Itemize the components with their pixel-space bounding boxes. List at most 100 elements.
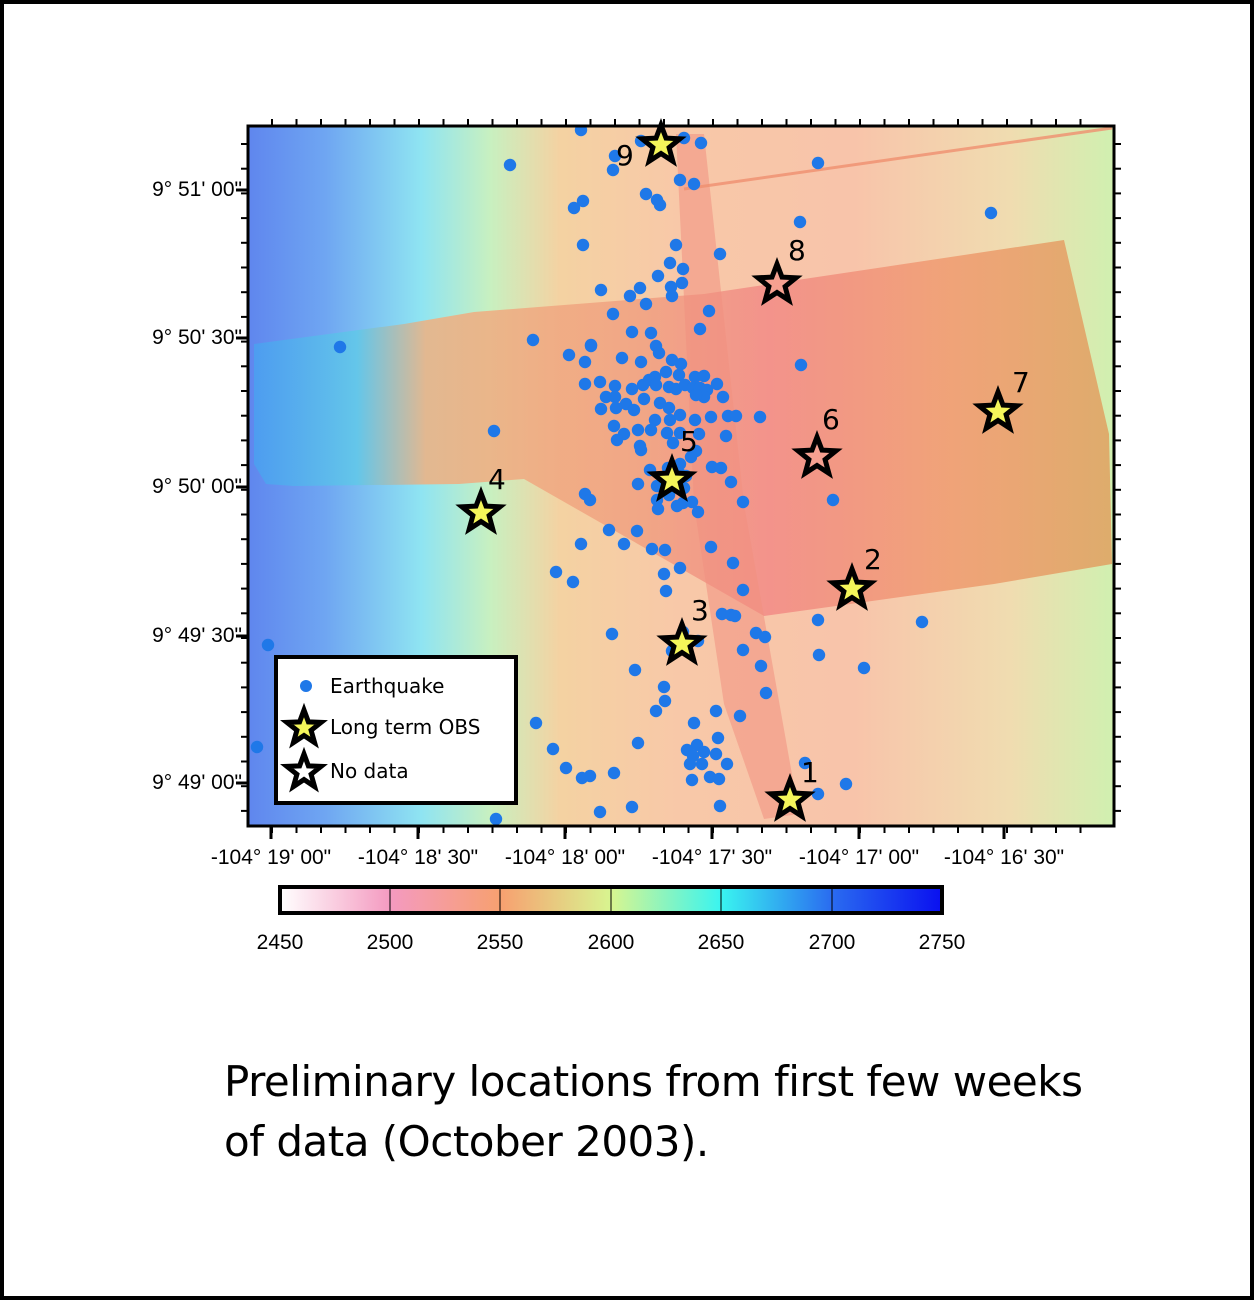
earthquake-point (676, 262, 690, 276)
earthquake-point (623, 289, 637, 303)
station-9-star-icon (635, 117, 687, 167)
earthquake-point (811, 613, 825, 627)
station-3-label: 3 (691, 594, 709, 627)
legend-obs-label: Long term OBS (330, 715, 480, 739)
earthquake-point (658, 694, 672, 708)
earthquake-point (857, 661, 871, 675)
station-8: 8 (751, 234, 806, 306)
caption-line-2: of data (October 2003). (224, 1117, 709, 1166)
earthquake-point (625, 325, 639, 339)
earthquake-point (599, 390, 613, 404)
x-tick-label: -104° 18' 00" (505, 846, 625, 869)
station-1-star-icon (764, 772, 816, 822)
earthquake-point (673, 426, 687, 440)
earthquake-point (664, 280, 678, 294)
station-2: 2 (826, 543, 882, 611)
earthquake-point (688, 413, 702, 427)
earthquake-point (714, 461, 728, 475)
earthquake-point (575, 771, 589, 785)
earthquake-point (713, 799, 727, 813)
y-tick-label: 9° 50' 00" (152, 475, 242, 498)
map-border (246, 124, 1116, 828)
earthquake-point (754, 659, 768, 673)
earthquake-point (683, 757, 697, 771)
earthquake-point (687, 177, 701, 191)
earthquake-point (687, 716, 701, 730)
earthquake-point (644, 423, 658, 437)
station-8-star-icon (751, 256, 803, 306)
earthquake-point (826, 493, 840, 507)
earthquake-point (711, 731, 725, 745)
earthquake-point (724, 475, 738, 489)
earthquake-point (688, 370, 702, 384)
figure-canvas: 9° 51' 00" 9° 50' 30" 9° 50' 00" 9° 49' … (152, 117, 1121, 954)
long-term-obs-legend-star-icon (280, 702, 328, 749)
earthquake-point (659, 584, 673, 598)
earthquake-point (526, 333, 540, 347)
legend-box (274, 655, 518, 805)
earthquake-point (670, 499, 684, 513)
earthquake-point (793, 215, 807, 229)
station-5-label: 5 (680, 425, 698, 458)
earthquake-point (606, 163, 620, 177)
x-tick-label: -104° 17' 30" (652, 846, 772, 869)
earthquake-point (584, 339, 598, 353)
earthquake-point (685, 495, 699, 509)
earthquake-point (665, 289, 679, 303)
earthquake-point (713, 247, 727, 261)
earthquake-point (716, 390, 730, 404)
earthquake-point (736, 583, 750, 597)
earthquake-point (674, 357, 688, 371)
earthquake-point (693, 322, 707, 336)
station-7: 7 (972, 366, 1030, 434)
earthquake-point (631, 736, 645, 750)
earthquake-point (672, 368, 686, 382)
earthquake-point (546, 742, 560, 756)
earthquake-point (794, 358, 808, 372)
y-tick-label: 9° 51' 00" (152, 178, 242, 201)
earthquake-point (633, 281, 647, 295)
earthquake-point (487, 424, 501, 438)
earthquake-point (574, 126, 588, 137)
earthquake-point (669, 238, 683, 252)
station-9: 9 (616, 117, 687, 172)
earthquake-point (812, 648, 826, 662)
earthquake-point (648, 413, 662, 427)
earthquake-point (811, 787, 825, 801)
y-tick-label: 9° 49' 30" (152, 624, 242, 647)
legend-no-data-label: No data (330, 759, 409, 783)
earthquake-point (658, 543, 672, 557)
earthquake-point (576, 194, 590, 208)
earthquake-point (630, 524, 644, 538)
earthquake-point (574, 537, 588, 551)
station-8-label: 8 (788, 234, 806, 267)
earthquake-point (607, 766, 621, 780)
station-6-label: 6 (822, 403, 840, 436)
earthquake-point (576, 238, 590, 252)
earthquake-point (578, 355, 592, 369)
earthquake-point (593, 805, 607, 819)
earthquake-point (549, 565, 563, 579)
earthquake-point (645, 542, 659, 556)
figure-caption: Preliminary locations from first few wee… (224, 1052, 1184, 1172)
earthquake-point (261, 638, 275, 652)
earthquake-point (610, 433, 624, 447)
station-5: 5 (646, 425, 698, 502)
x-tick-label: -104° 18' 30" (358, 846, 478, 869)
earthquake-point (593, 375, 607, 389)
earthquake-point (736, 643, 750, 657)
earthquake-point (634, 443, 648, 457)
earthquake-point (605, 627, 619, 641)
earthquake-point (709, 747, 723, 761)
earthquake-point (685, 773, 699, 787)
station-6-star-icon (791, 429, 843, 479)
earthquake-point (733, 709, 747, 723)
earthquake-point (684, 450, 698, 464)
earthquake-point (753, 410, 767, 424)
earthquake-point (639, 297, 653, 311)
earthquake-point (736, 495, 750, 509)
earthquake-point (617, 537, 631, 551)
axis-ticks (236, 119, 1121, 839)
earthquake-point (673, 408, 687, 422)
